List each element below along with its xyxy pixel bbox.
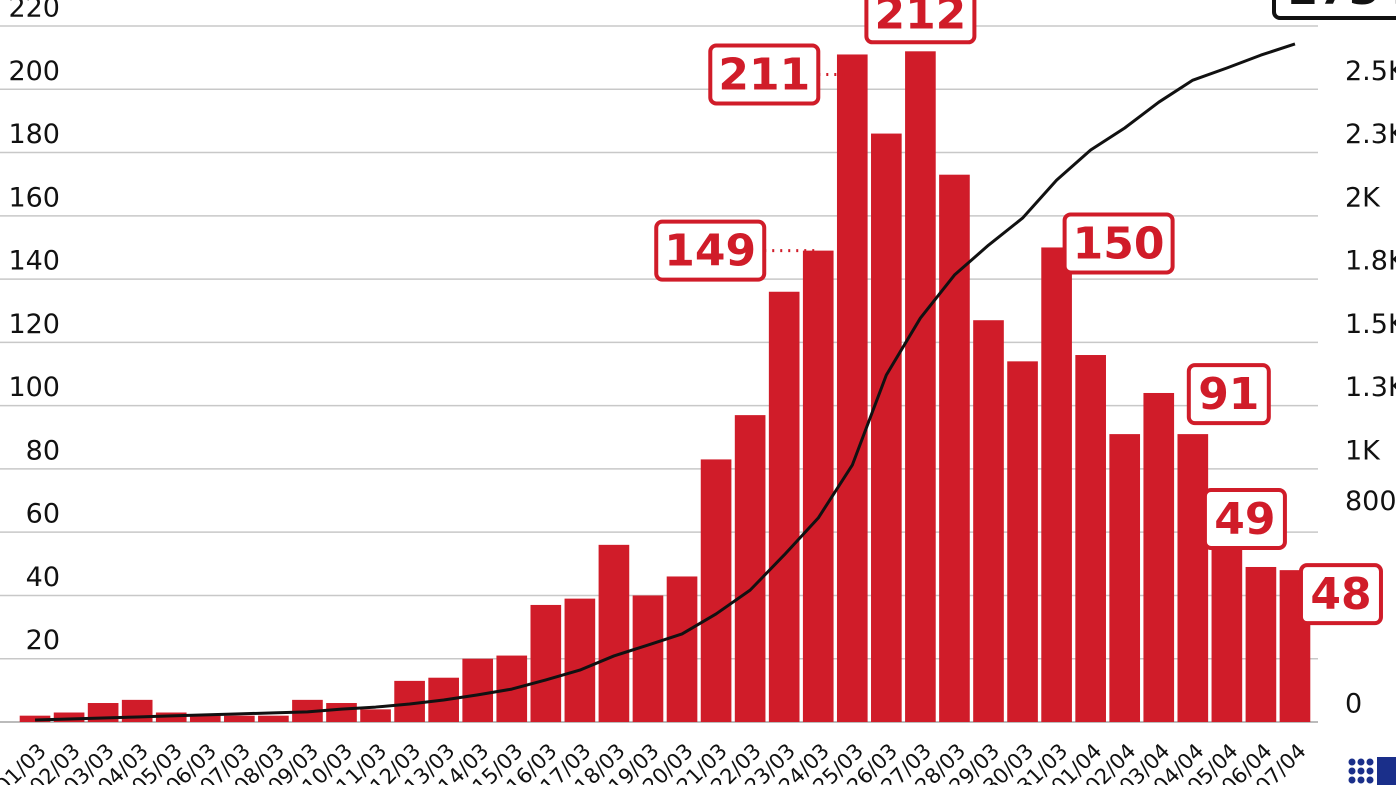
bar <box>768 291 800 722</box>
label-box <box>1062 212 1175 275</box>
y2-tick-label: 2K <box>1345 182 1381 213</box>
y-tick-label: 200 <box>8 56 60 87</box>
leader <box>818 72 854 135</box>
label-box <box>864 0 977 45</box>
bar <box>836 54 868 723</box>
y-tick-label: 100 <box>8 372 60 403</box>
y2-tick-label: 0 <box>1345 689 1362 720</box>
bar <box>1211 544 1243 722</box>
value-label: 48 <box>1310 569 1371 620</box>
bar <box>700 459 732 722</box>
y-tick-label: 180 <box>8 119 60 150</box>
leader <box>764 249 820 311</box>
bar <box>1143 392 1175 722</box>
y2-tick-label: 2.3K <box>1345 119 1396 150</box>
value-label: 149 <box>664 226 756 277</box>
label-box <box>1298 563 1383 626</box>
bar <box>189 715 221 722</box>
y2-tick-label: 800 <box>1345 486 1396 517</box>
bar <box>905 51 936 723</box>
y-tick-label: 20 <box>26 625 60 656</box>
bar <box>462 658 494 722</box>
bar <box>632 595 664 722</box>
bar <box>1041 247 1072 723</box>
label-box <box>1202 487 1287 550</box>
bar <box>598 544 630 722</box>
bar <box>973 320 1004 722</box>
y-tick-label: 220 <box>8 0 60 24</box>
bar <box>802 250 834 723</box>
y2-tick-label: 1.5K <box>1345 309 1396 340</box>
y-tick-label: 80 <box>26 435 60 466</box>
value-label: 150 <box>1073 218 1165 269</box>
bar <box>1109 434 1141 722</box>
bar <box>326 703 357 722</box>
bar <box>1177 434 1209 722</box>
bar <box>734 415 766 722</box>
y-tick-label: 140 <box>8 246 60 277</box>
cumulative-line <box>34 42 1296 722</box>
y2-tick-label: 2.5K <box>1345 56 1396 87</box>
y-tick-label: 40 <box>26 562 60 593</box>
bar <box>564 598 596 722</box>
grid <box>0 25 1318 723</box>
y2-tick-label: 1K <box>1345 435 1381 466</box>
bar <box>1075 355 1106 722</box>
label-box <box>708 43 821 106</box>
y-tick-label: 160 <box>8 182 60 213</box>
bar <box>1245 566 1277 722</box>
logo <box>1348 757 1396 785</box>
value-label: 91 <box>1198 369 1259 420</box>
label-box <box>654 219 767 282</box>
y-tick-label: 120 <box>8 309 60 340</box>
value-label: 211 <box>718 49 810 100</box>
bar <box>530 604 562 722</box>
bar <box>258 715 289 722</box>
bar <box>666 576 698 722</box>
label-box <box>1186 363 1271 426</box>
y-tick-label: 60 <box>26 499 60 530</box>
value-label: 49 <box>1214 494 1275 545</box>
value-label: 212 <box>874 0 966 39</box>
total-box <box>1272 0 1396 20</box>
y2-tick-label: 1.3K <box>1345 372 1396 403</box>
bar <box>224 715 255 722</box>
total-label: 2734 <box>1288 0 1396 15</box>
y2-tick-label: 1.8K <box>1345 246 1396 277</box>
bar <box>939 174 970 722</box>
bar <box>871 133 902 723</box>
bar <box>53 712 85 722</box>
bar <box>360 709 391 722</box>
bar <box>1007 361 1038 722</box>
